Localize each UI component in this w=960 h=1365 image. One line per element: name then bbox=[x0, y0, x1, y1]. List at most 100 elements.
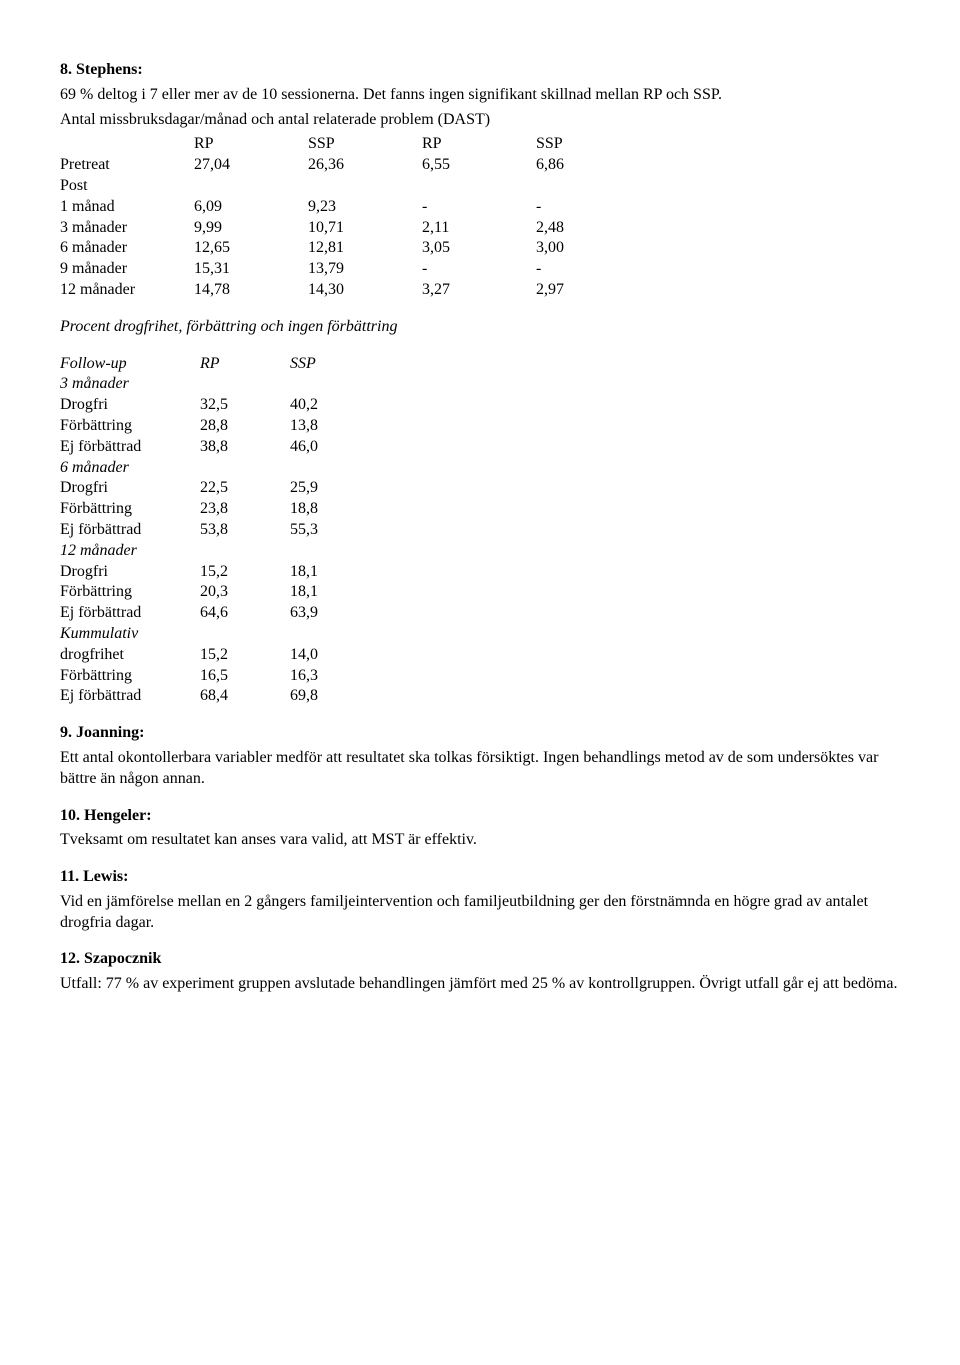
cell bbox=[308, 176, 422, 197]
section-8-subhead: Procent drogfrihet, förbättring och inge… bbox=[60, 317, 900, 338]
cell: Förbättring bbox=[60, 416, 200, 437]
table-row: Förbättring 20,3 18,1 bbox=[60, 582, 360, 603]
section-12-title: 12. Szapocznik bbox=[60, 949, 900, 970]
cell: Drogfri bbox=[60, 395, 200, 416]
cell: Post bbox=[60, 176, 194, 197]
table-row: 6 månader 12,65 12,81 3,05 3,00 bbox=[60, 238, 630, 259]
table-row: Drogfri 32,5 40,2 bbox=[60, 395, 360, 416]
section-10-para: Tveksamt om resultatet kan anses vara va… bbox=[60, 830, 900, 851]
cell: 18,8 bbox=[290, 499, 360, 520]
cell: - bbox=[422, 197, 536, 218]
cell: 69,8 bbox=[290, 686, 360, 707]
cell: 23,8 bbox=[200, 499, 290, 520]
section-10-title: 10. Hengeler: bbox=[60, 806, 900, 827]
cell: 28,8 bbox=[200, 416, 290, 437]
cell: 68,4 bbox=[200, 686, 290, 707]
table-row: Pretreat 27,04 26,36 6,55 6,86 bbox=[60, 155, 630, 176]
cell bbox=[422, 176, 536, 197]
cell: 9,23 bbox=[308, 197, 422, 218]
cell: 14,78 bbox=[194, 280, 308, 301]
cell: drogfrihet bbox=[60, 645, 200, 666]
table-row: Drogfri 22,5 25,9 bbox=[60, 478, 360, 499]
table-row: Ej förbättrad 64,6 63,9 bbox=[60, 603, 360, 624]
cell: 2,97 bbox=[536, 280, 630, 301]
cell: 25,9 bbox=[290, 478, 360, 499]
cell: - bbox=[536, 197, 630, 218]
table-row: Förbättring 28,8 13,8 bbox=[60, 416, 360, 437]
cell: - bbox=[422, 259, 536, 280]
cell: - bbox=[536, 259, 630, 280]
section-8-title: 8. Stephens: bbox=[60, 60, 900, 81]
table-row: 3 månader 9,99 10,71 2,11 2,48 bbox=[60, 218, 630, 239]
cell: Drogfri bbox=[60, 478, 200, 499]
cell: 6,86 bbox=[536, 155, 630, 176]
cell: 3 månader bbox=[60, 218, 194, 239]
cell: 3,05 bbox=[422, 238, 536, 259]
table-row: Ej förbättrad 38,8 46,0 bbox=[60, 437, 360, 458]
cell: 63,9 bbox=[290, 603, 360, 624]
cell: 55,3 bbox=[290, 520, 360, 541]
cell: 6,55 bbox=[422, 155, 536, 176]
cell: Pretreat bbox=[60, 155, 194, 176]
cell: 1 månad bbox=[60, 197, 194, 218]
table-row: 3 månader bbox=[60, 374, 360, 395]
dast-table: RP SSP RP SSP Pretreat 27,04 26,36 6,55 … bbox=[60, 134, 630, 300]
cell: Ej förbättrad bbox=[60, 603, 200, 624]
section-12-para: Utfall: 77 % av experiment gruppen avslu… bbox=[60, 974, 900, 995]
cell: 18,1 bbox=[290, 582, 360, 603]
cell: 2,48 bbox=[536, 218, 630, 239]
cell: 6 månader bbox=[60, 238, 194, 259]
cell: 12 månader bbox=[60, 541, 200, 562]
cell: 14,30 bbox=[308, 280, 422, 301]
table-row: Kummulativ bbox=[60, 624, 360, 645]
section-8-para2: Antal missbruksdagar/månad och antal rel… bbox=[60, 110, 900, 131]
cell: 9,99 bbox=[194, 218, 308, 239]
cell: Kummulativ bbox=[60, 624, 200, 645]
section-11-para: Vid en jämförelse mellan en 2 gångers fa… bbox=[60, 892, 900, 934]
cell: Ej förbättrad bbox=[60, 686, 200, 707]
table-row: Ej förbättrad 53,8 55,3 bbox=[60, 520, 360, 541]
cell: Ej förbättrad bbox=[60, 520, 200, 541]
cell bbox=[60, 134, 194, 155]
cell: RP bbox=[422, 134, 536, 155]
cell: 16,3 bbox=[290, 666, 360, 687]
cell: 53,8 bbox=[200, 520, 290, 541]
cell: 32,5 bbox=[200, 395, 290, 416]
cell: 6,09 bbox=[194, 197, 308, 218]
cell: 10,71 bbox=[308, 218, 422, 239]
table-row: RP SSP RP SSP bbox=[60, 134, 630, 155]
cell: 16,5 bbox=[200, 666, 290, 687]
cell: Follow-up bbox=[60, 354, 200, 375]
cell: 40,2 bbox=[290, 395, 360, 416]
table-row: 12 månader bbox=[60, 541, 360, 562]
cell: 22,5 bbox=[200, 478, 290, 499]
table-row: Post bbox=[60, 176, 630, 197]
cell: 3,27 bbox=[422, 280, 536, 301]
table-row: 9 månader 15,31 13,79 - - bbox=[60, 259, 630, 280]
cell: RP bbox=[194, 134, 308, 155]
cell: Förbättring bbox=[60, 666, 200, 687]
cell: 14,0 bbox=[290, 645, 360, 666]
cell: 27,04 bbox=[194, 155, 308, 176]
cell: 15,2 bbox=[200, 645, 290, 666]
table-row: Förbättring 16,5 16,3 bbox=[60, 666, 360, 687]
cell: 12 månader bbox=[60, 280, 194, 301]
cell: Förbättring bbox=[60, 499, 200, 520]
cell: SSP bbox=[308, 134, 422, 155]
cell: 12,81 bbox=[308, 238, 422, 259]
followup-table: Follow-up RP SSP 3 månader Drogfri 32,5 … bbox=[60, 354, 360, 708]
cell: SSP bbox=[290, 354, 360, 375]
cell: 3 månader bbox=[60, 374, 200, 395]
cell: 15,2 bbox=[200, 562, 290, 583]
table-row: 12 månader 14,78 14,30 3,27 2,97 bbox=[60, 280, 630, 301]
cell: 38,8 bbox=[200, 437, 290, 458]
cell: 26,36 bbox=[308, 155, 422, 176]
cell: 64,6 bbox=[200, 603, 290, 624]
section-9-title: 9. Joanning: bbox=[60, 723, 900, 744]
cell: 18,1 bbox=[290, 562, 360, 583]
table-row: Follow-up RP SSP bbox=[60, 354, 360, 375]
cell: Förbättring bbox=[60, 582, 200, 603]
table-row: 1 månad 6,09 9,23 - - bbox=[60, 197, 630, 218]
cell: 15,31 bbox=[194, 259, 308, 280]
table-row: Drogfri 15,2 18,1 bbox=[60, 562, 360, 583]
